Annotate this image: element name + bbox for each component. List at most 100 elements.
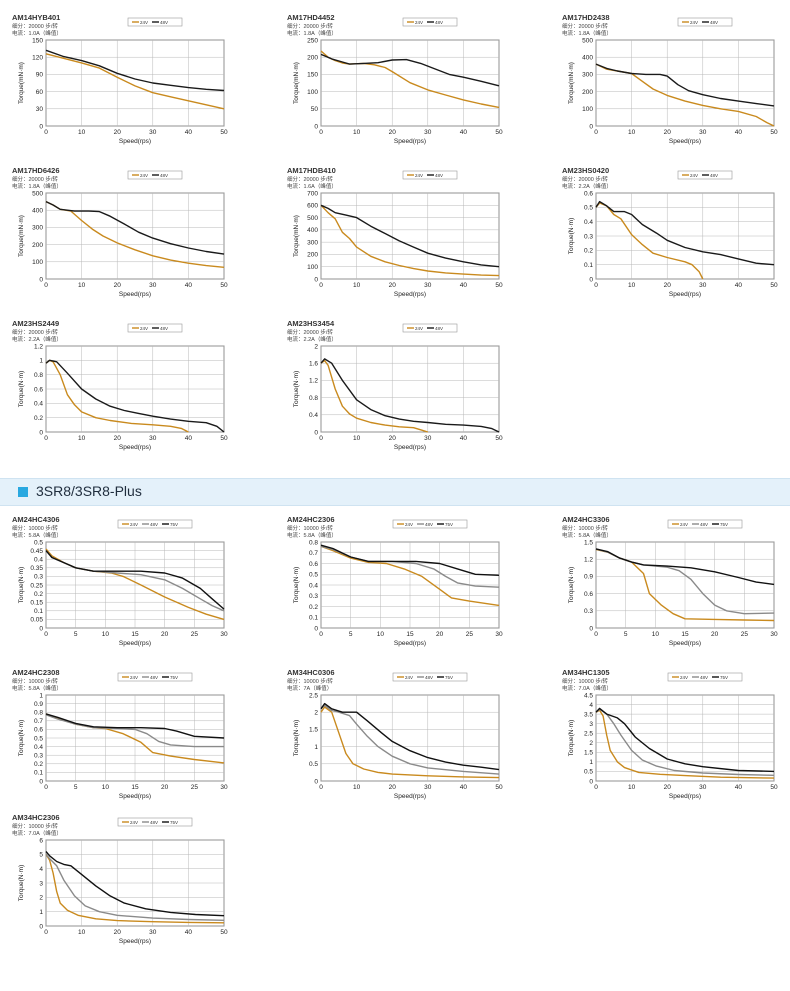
chart-am23hs2449: AM23HS2449 细分：20000 步/转 电流：2.2A（峰值） 24V 48V 0…	[10, 318, 235, 456]
x-tick-label: 20	[114, 129, 122, 136]
y-tick-label: 150	[307, 72, 318, 79]
chart-subtitle-microstep: 细分：20000 步/转	[287, 175, 333, 183]
chart-legend: 24V 48V	[402, 170, 458, 180]
y-tick-label: 100	[307, 89, 318, 96]
series-line-48v	[320, 358, 500, 433]
x-tick-label: 10	[353, 129, 361, 136]
section-marker-square	[18, 487, 28, 497]
y-tick-label: 1	[589, 759, 593, 766]
chart-legend: 24V 48V 75V	[392, 672, 468, 682]
x-tick-label: 0	[594, 784, 598, 791]
series-line-24v	[45, 359, 189, 433]
chart-legend: 24V 48V	[127, 170, 183, 180]
y-tick-label: 0.05	[30, 617, 43, 624]
series-line-24v	[320, 359, 429, 433]
chart-title: AM34HC0306	[287, 668, 335, 677]
y-tick-label: 1.2	[309, 378, 318, 385]
chart-am24hc4306: AM24HC4306 细分：10000 步/转 电流：5.8A（峰值） 24V 48V 7…	[10, 514, 235, 652]
series-line-24v	[320, 50, 500, 109]
legend-label: 48V	[150, 820, 158, 825]
y-tick-label: 1.5	[584, 539, 593, 546]
x-tick-label: 30	[699, 784, 707, 791]
y-tick-label: 0.3	[584, 608, 593, 615]
chart-legend: 24V 48V	[402, 323, 458, 333]
y-tick-label: 0	[39, 923, 43, 930]
chart-subtitle-current: 电流：7.0A（峰值）	[562, 684, 612, 692]
chart-am24hc3306: AM24HC3306 细分：10000 步/转 电流：5.8A（峰值） 24V 48V 7…	[560, 514, 785, 652]
series-line-48v	[320, 704, 500, 775]
chart-am24hc2306: AM24HC2306 细分：10000 步/转 电流：5.8A（峰值） 24V 48V 7…	[285, 514, 510, 652]
y-tick-label: 0.4	[309, 412, 318, 419]
x-tick-label: 5	[624, 631, 628, 638]
chart-legend: 24V 48V	[127, 323, 183, 333]
x-tick-label: 5	[349, 631, 353, 638]
x-tick-label: 50	[220, 129, 228, 136]
y-tick-label: 4	[589, 702, 593, 709]
series-line-24v	[320, 706, 500, 779]
y-axis-label: Torque(N·m)	[18, 720, 25, 756]
y-tick-label: 0	[314, 429, 318, 436]
y-tick-label: 0	[589, 123, 593, 130]
x-tick-label: 50	[770, 784, 778, 791]
chart-subtitle-current: 电流：7A（峰值）	[287, 684, 332, 692]
series-line-48v	[45, 359, 225, 433]
legend-label: 24V	[140, 326, 148, 331]
x-tick-label: 0	[44, 435, 48, 442]
y-tick-label: 250	[307, 37, 318, 44]
x-axis-label: Speed(rps)	[119, 291, 151, 298]
x-tick-label: 20	[161, 784, 169, 791]
series-line-75v	[45, 851, 225, 917]
series-line-75v	[595, 707, 775, 773]
y-tick-label: 3	[39, 880, 43, 887]
series-line-75v	[595, 548, 775, 586]
y-tick-label: 500	[32, 190, 43, 197]
x-tick-label: 30	[424, 435, 432, 442]
y-tick-label: 150	[32, 37, 43, 44]
x-axis-label: Speed(rps)	[669, 138, 701, 145]
legend-label: 24V	[130, 820, 138, 825]
legend-label: 24V	[690, 173, 698, 178]
y-tick-label: 0.6	[584, 591, 593, 598]
y-tick-label: 0	[39, 276, 43, 283]
series-line-24v	[320, 545, 500, 607]
chart-subtitle-microstep: 细分：20000 步/转	[562, 22, 608, 30]
y-tick-label: 0.2	[584, 248, 593, 255]
y-tick-label: 6	[39, 837, 43, 844]
chart-subtitle-current: 电流：1.8A（峰值）	[287, 29, 337, 37]
y-tick-label: 2	[314, 710, 318, 717]
x-tick-label: 20	[114, 282, 122, 289]
y-tick-label: 0.5	[584, 769, 593, 776]
y-tick-label: 0.8	[309, 539, 318, 546]
chart-subtitle-current: 电流：7.0A（峰值）	[12, 829, 62, 837]
x-tick-label: 0	[594, 282, 598, 289]
x-axis-label: Speed(rps)	[119, 640, 151, 647]
y-tick-label: 0.4	[34, 401, 43, 408]
chart-legend: 24V 48V 75V	[667, 519, 743, 529]
series-line-24v	[45, 53, 225, 110]
x-tick-label: 0	[319, 631, 323, 638]
chart-legend: 24V 48V	[677, 170, 733, 180]
legend-label: 48V	[435, 20, 443, 25]
legend-label: 24V	[130, 675, 138, 680]
x-tick-label: 15	[406, 631, 414, 638]
chart-title: AM24HC2308	[12, 668, 60, 677]
chart-title: AM24HC3306	[562, 515, 610, 524]
chart-title: AM17HDB410	[287, 166, 336, 175]
x-tick-label: 50	[495, 282, 503, 289]
legend-label: 24V	[690, 20, 698, 25]
y-tick-label: 0	[314, 625, 318, 632]
y-axis-label: Torque(N·m)	[18, 371, 25, 407]
chart-subtitle-current: 电流：2.2A（峰值）	[12, 335, 62, 343]
y-tick-label: 90	[36, 72, 44, 79]
x-tick-label: 10	[353, 435, 361, 442]
section-header-bar: 3SR8/3SR8-Plus	[0, 478, 790, 506]
y-tick-label: 0.2	[34, 415, 43, 422]
legend-label: 24V	[140, 20, 148, 25]
y-tick-label: 1	[39, 358, 43, 365]
chart-legend: 24V 48V 75V	[117, 817, 193, 827]
series-line-48v	[45, 200, 225, 255]
x-tick-label: 10	[78, 929, 86, 936]
chart-title: AM14HYB401	[12, 13, 60, 22]
y-tick-label: 2.5	[309, 692, 318, 699]
